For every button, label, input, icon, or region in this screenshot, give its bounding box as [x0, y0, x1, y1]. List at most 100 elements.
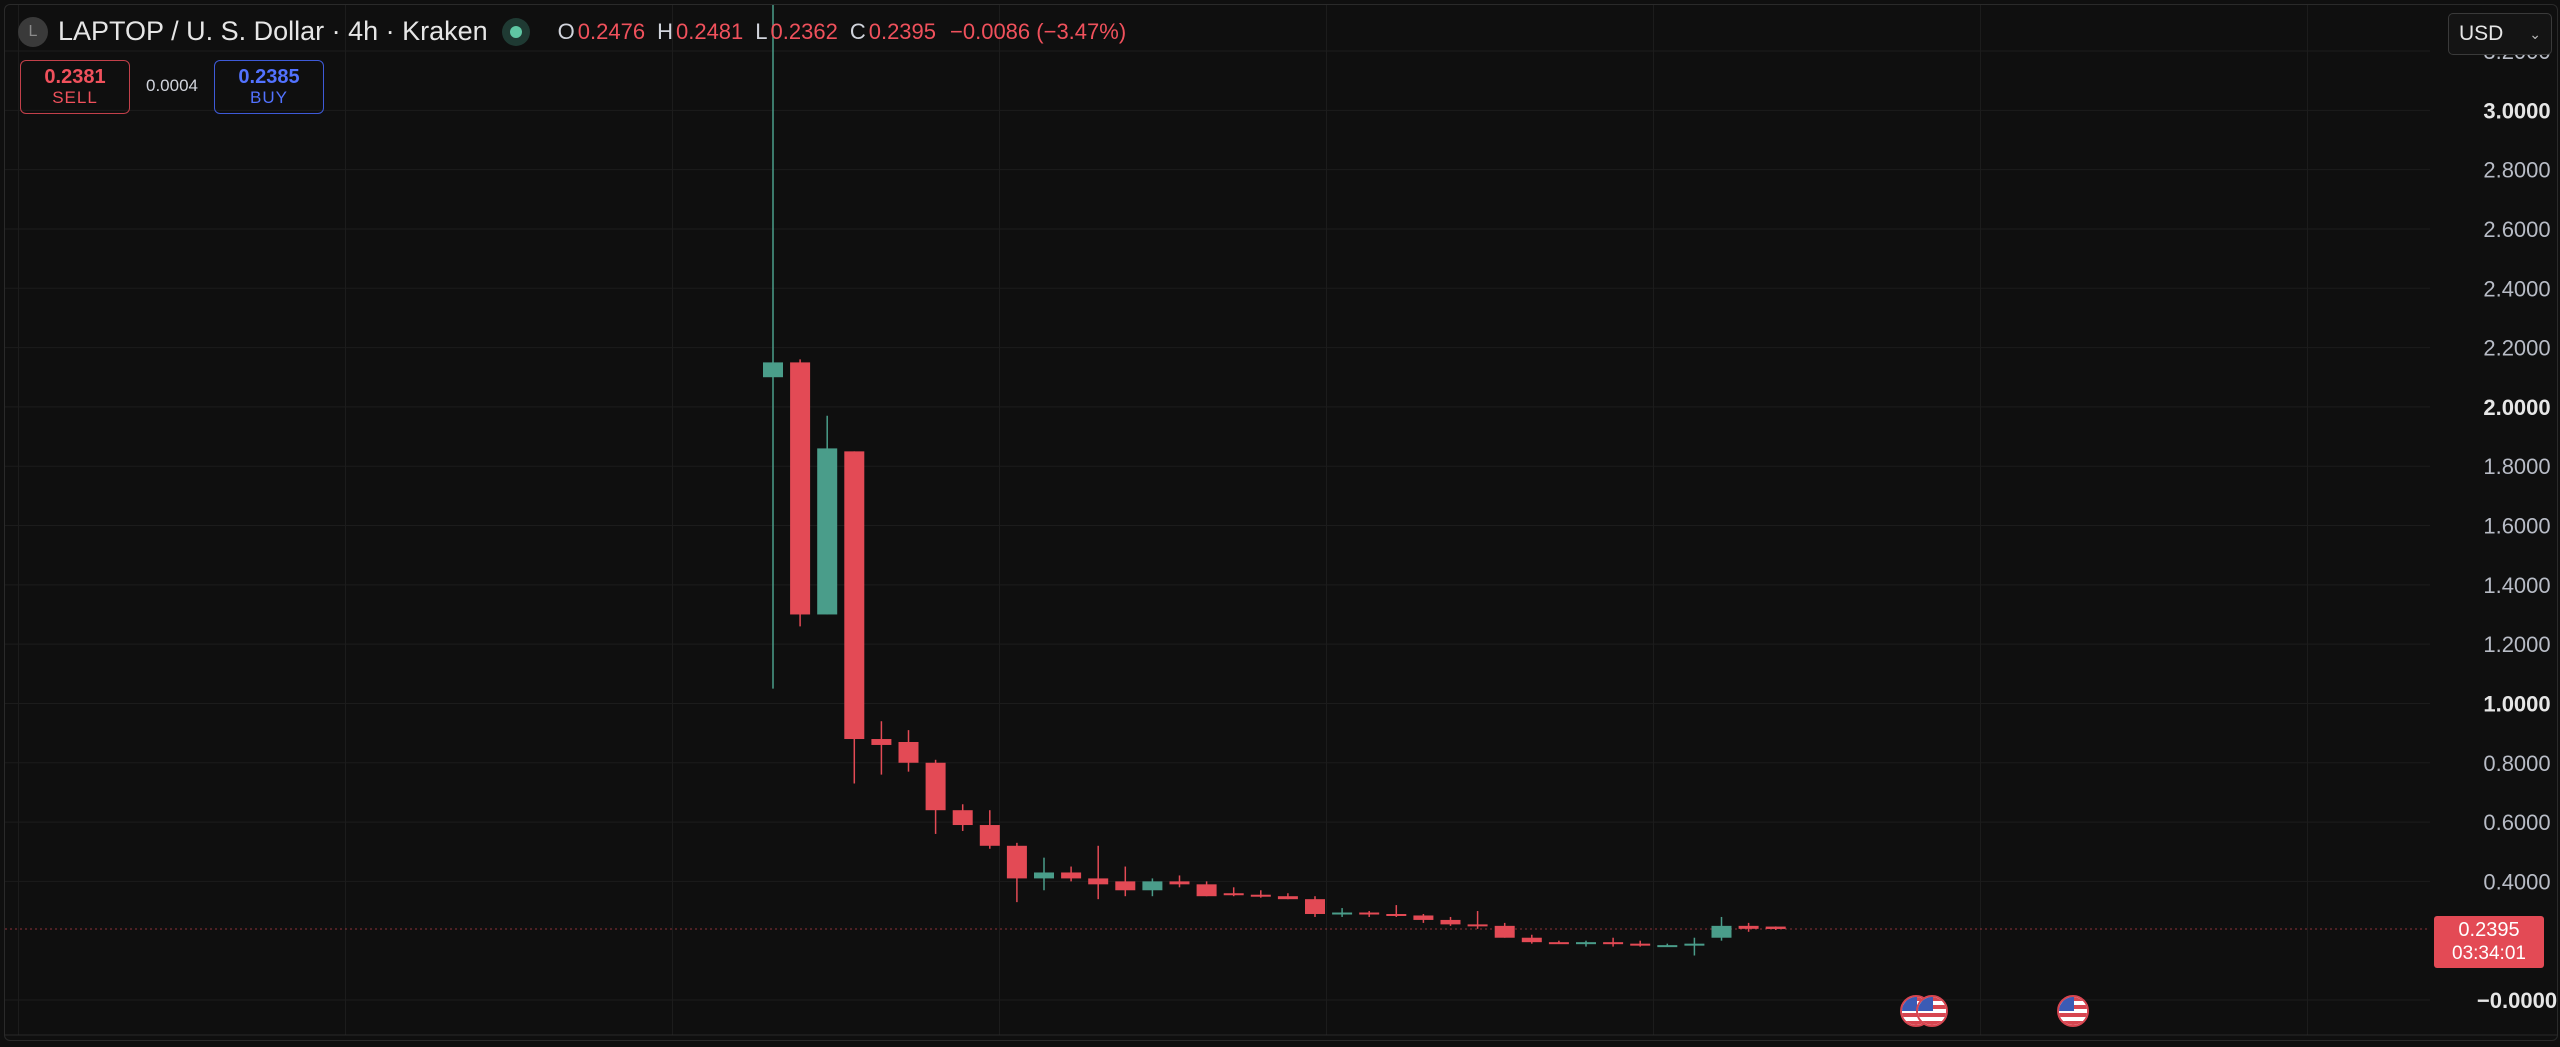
currency-value: USD [2459, 22, 2504, 45]
candle-body [1061, 872, 1082, 879]
candle [1657, 943, 1678, 948]
candle-body [1738, 925, 1759, 929]
candle [1548, 940, 1569, 945]
candle [844, 451, 865, 784]
chart-frame: 3.20003.00002.80002.60002.40002.20002.00… [4, 4, 2558, 1041]
price-tick-label: 0.6000 [2483, 810, 2550, 835]
us-flag-icon[interactable] [1915, 995, 1948, 1027]
price-tick-label: 1.4000 [2483, 573, 2550, 598]
symbol-title[interactable]: LAPTOP / U. S. Dollar · 4h · Kraken [58, 16, 488, 46]
price-axis[interactable]: 3.20003.00002.80002.60002.40002.20002.00… [2477, 39, 2557, 1013]
candle [1440, 916, 1461, 926]
price-tick-label: 2.6000 [2483, 217, 2550, 242]
price-tick-label: 1.2000 [2483, 632, 2550, 657]
candle-body [1223, 893, 1244, 896]
candle-body [1169, 881, 1190, 885]
candle-body [1467, 924, 1488, 927]
price-tick-label: 2.8000 [2483, 158, 2550, 183]
high-label: H [657, 18, 673, 44]
candle [1142, 878, 1163, 897]
price-tick-label: 1.0000 [2483, 691, 2550, 716]
market-status-icon[interactable] [501, 17, 530, 46]
candle [1576, 940, 1596, 947]
candle-body [1576, 942, 1596, 945]
price-tick-label: 2.0000 [2483, 395, 2550, 420]
price-tick-label: 2.2000 [2483, 336, 2550, 361]
candle-body [1115, 881, 1136, 891]
price-tick-label: 2.4000 [2483, 276, 2550, 301]
symbol-logo-letter: L [28, 22, 38, 40]
buy-button[interactable]: 0.2385 BUY [214, 60, 324, 114]
candle-body [1684, 943, 1705, 946]
symbol-legend: L LAPTOP / U. S. Dollar · 4h · Kraken O … [18, 16, 1126, 47]
last-price-value: 0.2395 [2458, 919, 2520, 941]
candle [1088, 845, 1109, 900]
us-flag-icon[interactable] [2056, 995, 2089, 1027]
candle-body [763, 362, 783, 378]
close-label: C [849, 18, 866, 44]
candle [1765, 926, 1786, 930]
candle [1115, 866, 1136, 897]
candle [925, 759, 946, 834]
candle-body [952, 810, 973, 826]
price-tick-label: 1.8000 [2483, 454, 2550, 479]
candle-body [1359, 912, 1380, 915]
chevron-down-icon: ⌄ [2529, 25, 2541, 42]
grid-lines [5, 5, 2430, 1035]
candle [898, 730, 919, 772]
candle [1332, 908, 1353, 917]
candle [871, 721, 892, 775]
candle-body [1765, 926, 1786, 929]
candle [1711, 916, 1732, 941]
chart-area[interactable]: 3.20003.00002.80002.60002.40002.20002.00… [5, 5, 2557, 1040]
candle [979, 810, 1000, 849]
candle [1467, 911, 1488, 929]
price-tick-label: 0.8000 [2483, 751, 2550, 776]
last-price-label: 0.2395 03:34:01 [2434, 916, 2544, 968]
candle [1738, 922, 1759, 932]
candle-body [1332, 912, 1353, 915]
low-value: 0.2362 [770, 18, 838, 44]
candle-body [1603, 942, 1624, 945]
sell-button[interactable]: 0.2381 SELL [20, 60, 130, 114]
candle-body [898, 741, 919, 763]
candles [763, 5, 1786, 956]
bar-countdown: 03:34:01 [2452, 943, 2526, 964]
low-label: L [755, 18, 768, 44]
candle-body [1088, 878, 1109, 885]
price-tick-label: 0.4000 [2483, 869, 2550, 894]
candle-body [1440, 919, 1461, 925]
candle [1034, 857, 1054, 891]
candle-body [844, 451, 865, 740]
candle-body [817, 448, 838, 615]
price-tick-label: 1.6000 [2483, 514, 2550, 539]
candle-body [1006, 845, 1027, 879]
candle [1277, 893, 1298, 900]
price-tick-label: 3.0000 [2483, 98, 2550, 123]
candle [1413, 913, 1434, 923]
currency-select[interactable]: USD ⌄ [2448, 13, 2552, 55]
candle-body [1250, 894, 1271, 897]
buy-label: BUY [250, 88, 288, 107]
price-tick-label: −0.0000 [2477, 988, 2557, 1013]
candle-body [871, 739, 892, 745]
candle [1494, 922, 1515, 938]
sell-price: 0.2381 [44, 66, 106, 88]
candle [1603, 937, 1624, 947]
candle [790, 359, 811, 627]
candle [1250, 890, 1271, 898]
symbol-logo-icon[interactable]: L [18, 16, 48, 47]
candle [1223, 887, 1244, 897]
candle-body [1494, 925, 1515, 938]
candle [1305, 896, 1325, 917]
candle-body [790, 362, 811, 615]
ohlc-values: O 0.2476 H 0.2481 L 0.2362 C 0.2395 −0.0… [546, 19, 1126, 45]
candle [817, 415, 838, 615]
change-value: −0.0086 (−3.47%) [950, 18, 1127, 44]
candle [1169, 875, 1190, 888]
candle-body [1305, 899, 1325, 914]
candle-body [1711, 925, 1732, 938]
candle-body [1142, 881, 1163, 891]
candle [1386, 905, 1407, 917]
candle [1684, 937, 1705, 956]
